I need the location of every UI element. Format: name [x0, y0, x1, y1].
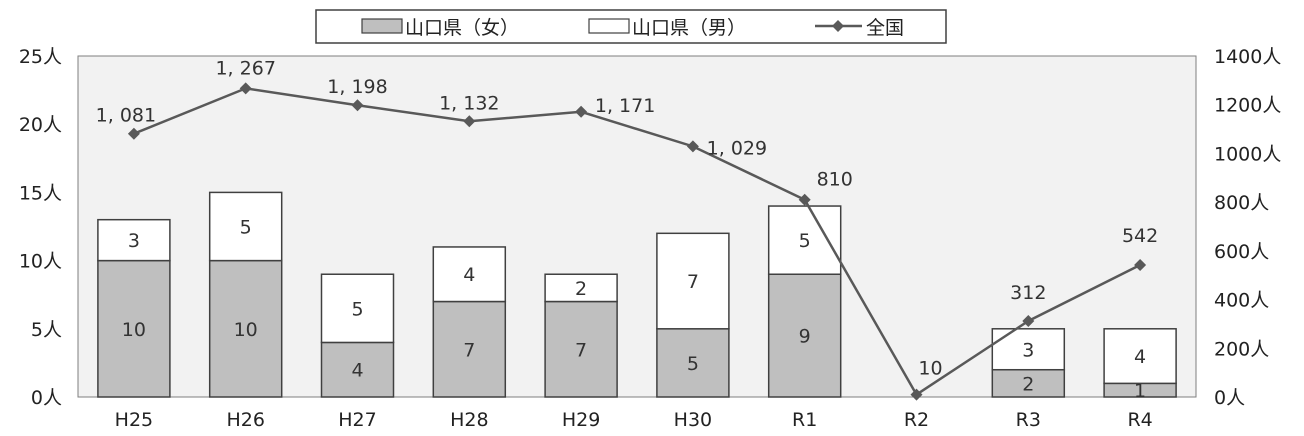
national-point — [910, 388, 923, 401]
bar-data-label: 9 — [799, 326, 811, 348]
bar-segment-female — [767, 273, 842, 398]
national-data-label: 312 — [1010, 282, 1046, 304]
bar-data-label: 5 — [351, 298, 363, 320]
national-data-label: 1, 081 — [96, 105, 156, 127]
bar-segment-male — [656, 232, 730, 330]
national-data-label: 1, 029 — [707, 137, 767, 159]
national-point — [239, 82, 252, 95]
bar-data-label: 5 — [240, 217, 252, 239]
bar-data-label: 1 — [1134, 380, 1146, 402]
y-right-tick-label: 400人 — [1214, 290, 1269, 312]
y-left-tick-label: 25人 — [19, 46, 62, 68]
x-tick-label: H30 — [674, 409, 712, 431]
y-right-tick-label: 200人 — [1214, 338, 1269, 360]
bar-segment-female — [208, 259, 283, 398]
bar-segment-male — [432, 246, 507, 303]
x-tick-label: H28 — [450, 409, 488, 431]
bar-segment-male — [320, 273, 395, 344]
bar-segment-male — [97, 218, 171, 262]
national-line — [133, 87, 1141, 397]
bar-data-label: 10 — [122, 319, 146, 341]
y-right-tick-label: 800人 — [1214, 192, 1269, 214]
bar-data-label: 7 — [463, 339, 475, 361]
legend-label-national: 全国 — [866, 17, 904, 39]
x-tick-label: R2 — [904, 409, 929, 431]
y-right-tick-label: 0人 — [1214, 387, 1245, 409]
y-axis-right: 0人 200人 400人 600人 800人 1000人 1200人 1400人 — [1214, 46, 1281, 409]
legend-swatch-male — [588, 18, 630, 34]
y-left-tick-label: 5人 — [31, 319, 62, 341]
legend-swatch-female — [361, 18, 403, 34]
legend: 山口県（女） 山口県（男） 全国 — [315, 9, 947, 44]
y-left-tick-label: 0人 — [31, 387, 62, 409]
x-tick-label: H25 — [115, 409, 153, 431]
bar-segment-female — [656, 328, 730, 398]
national-point — [463, 115, 476, 128]
national-data-label: 810 — [817, 169, 853, 191]
bar-data-label: 4 — [463, 264, 475, 286]
x-axis: H25 H26 H27 H28 H29 H30 R1 R2 R3 R4 — [115, 409, 1153, 431]
bar-data-label: 5 — [687, 353, 699, 375]
bar-data-label: 7 — [575, 339, 587, 361]
bar-data-label: 4 — [1134, 346, 1146, 368]
national-point — [1022, 315, 1035, 328]
national-point — [575, 105, 588, 118]
national-data-label: 10 — [918, 358, 942, 380]
bar-data-label: 2 — [1022, 373, 1034, 395]
legend-marker-national — [832, 20, 844, 32]
bar-data-label: 5 — [799, 230, 811, 252]
bar-data-label: 3 — [1022, 339, 1034, 361]
bar-segment-male — [1103, 328, 1177, 385]
y-left-tick-label: 15人 — [19, 182, 62, 204]
y-right-tick-label: 600人 — [1214, 241, 1269, 263]
national-point — [686, 140, 699, 153]
y-right-tick-label: 1000人 — [1214, 143, 1281, 165]
legend-label-female: 山口県（女） — [405, 17, 519, 39]
national-point — [127, 127, 140, 140]
bar-segment-male — [544, 273, 618, 303]
x-tick-label: R1 — [792, 409, 817, 431]
bar-data-label: 7 — [687, 271, 699, 293]
x-tick-label: R3 — [1016, 409, 1041, 431]
national-data-label: 1, 132 — [439, 92, 499, 114]
bar-data-label: 2 — [575, 278, 587, 300]
bar-data-label: 4 — [351, 360, 363, 382]
bar-segment-female — [320, 341, 395, 398]
y-axis-left: 0人 5人 10人 15人 20人 25人 — [19, 46, 62, 409]
national-data-label: 1, 267 — [215, 57, 275, 79]
bar-data-label: 3 — [128, 230, 140, 252]
national-data-label: 1, 198 — [327, 76, 387, 98]
national-point — [1134, 258, 1147, 271]
national-data-label: 542 — [1122, 225, 1158, 247]
x-tick-label: H27 — [338, 409, 376, 431]
y-right-tick-label: 1200人 — [1214, 95, 1281, 117]
x-tick-label: H26 — [226, 409, 264, 431]
y-right-tick-label: 1400人 — [1214, 46, 1281, 68]
x-tick-label: R4 — [1127, 409, 1152, 431]
bar-segment-female — [432, 300, 507, 398]
national-point — [798, 193, 811, 206]
line-series: 1, 081 1, 267 1, 198 1, 132 1, 171 1, 029 810 1… — [96, 57, 1158, 401]
legend-label-male: 山口県（男） — [632, 17, 746, 39]
bar-segment-male — [208, 191, 283, 262]
bar-data-label: 10 — [234, 319, 258, 341]
bar-segment-female — [544, 300, 618, 398]
bars: 10 3 10 5 4 5 7 4 7 2 5 7 9 5 2 3 1 4 — [97, 191, 1177, 402]
x-tick-label: H29 — [562, 409, 600, 431]
y-left-tick-label: 10人 — [19, 251, 62, 273]
y-left-tick-label: 20人 — [19, 114, 62, 136]
national-data-label: 1, 171 — [595, 95, 655, 117]
national-point — [351, 99, 364, 112]
bar-segment-female — [97, 259, 171, 398]
